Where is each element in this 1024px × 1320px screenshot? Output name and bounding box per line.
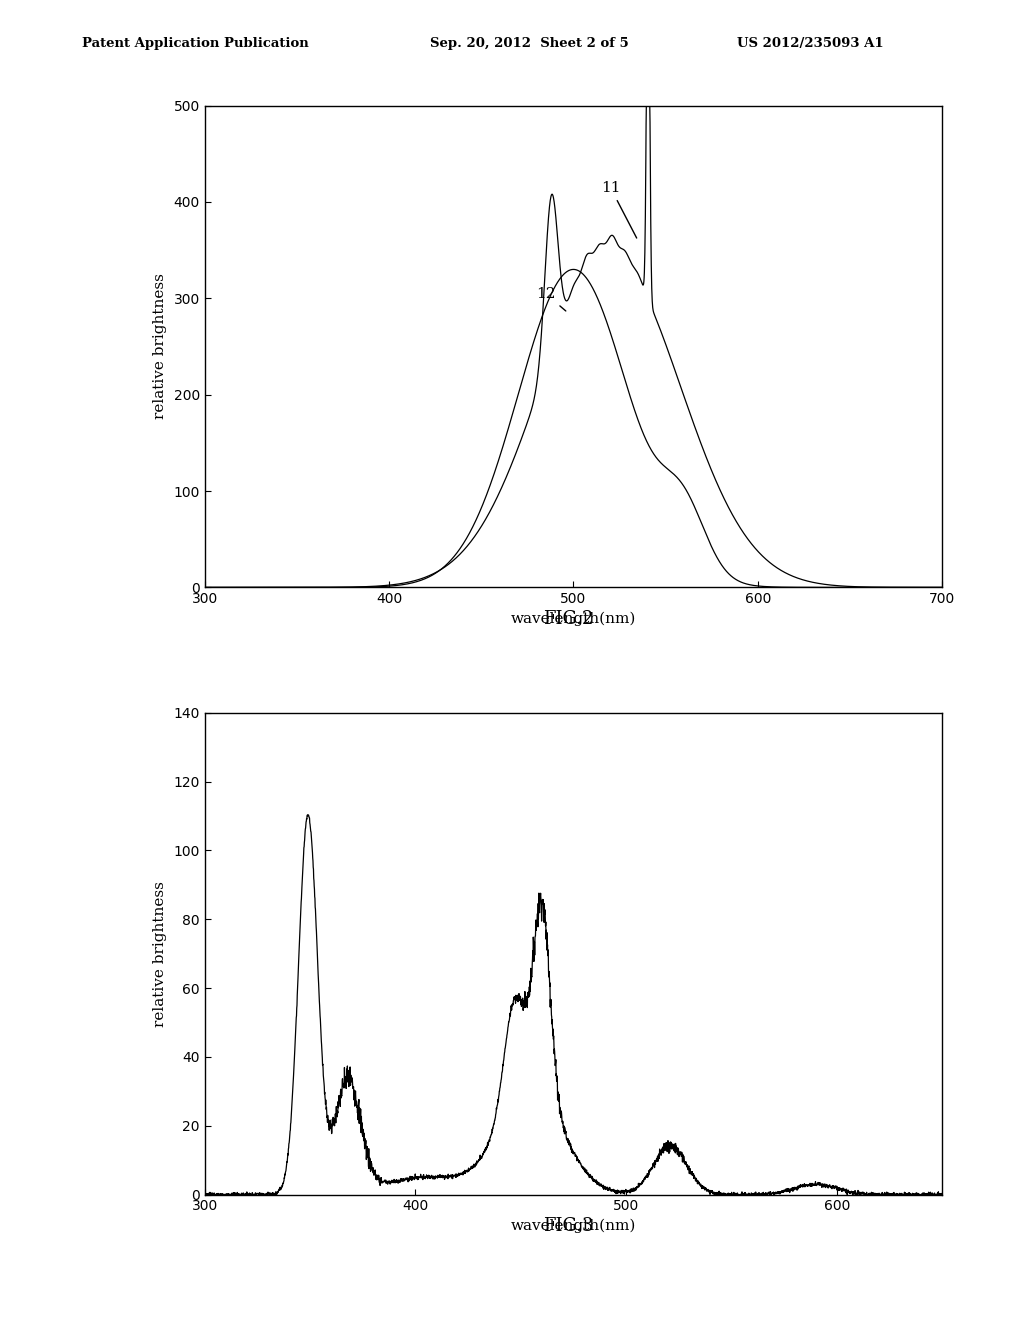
- Text: 12: 12: [537, 288, 566, 312]
- Text: US 2012/235093 A1: US 2012/235093 A1: [737, 37, 884, 50]
- Y-axis label: relative brightness: relative brightness: [153, 273, 167, 420]
- Text: Sep. 20, 2012  Sheet 2 of 5: Sep. 20, 2012 Sheet 2 of 5: [430, 37, 629, 50]
- Text: 11: 11: [601, 181, 637, 238]
- Y-axis label: relative brightness: relative brightness: [153, 880, 167, 1027]
- X-axis label: wavelength(nm): wavelength(nm): [511, 611, 636, 626]
- X-axis label: wavelength(nm): wavelength(nm): [511, 1218, 636, 1233]
- Text: FIG.2: FIG.2: [543, 610, 594, 628]
- Text: Patent Application Publication: Patent Application Publication: [82, 37, 308, 50]
- Text: FIG.3: FIG.3: [543, 1217, 594, 1236]
